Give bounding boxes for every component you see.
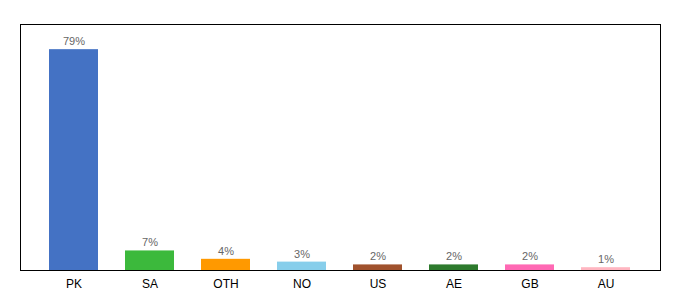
svg-text:AU: AU — [598, 277, 615, 291]
svg-text:2%: 2% — [446, 250, 462, 262]
svg-text:OTH: OTH — [213, 277, 238, 291]
svg-text:GB: GB — [521, 277, 538, 291]
svg-text:7%: 7% — [142, 236, 158, 248]
svg-text:AE: AE — [446, 277, 462, 291]
svg-text:1%: 1% — [598, 253, 614, 265]
svg-text:SA: SA — [142, 277, 158, 291]
svg-text:PK: PK — [66, 277, 82, 291]
svg-text:2%: 2% — [522, 250, 538, 262]
svg-text:79%: 79% — [63, 35, 85, 47]
svg-text:2%: 2% — [370, 250, 386, 262]
svg-text:3%: 3% — [294, 248, 310, 260]
svg-text:NO: NO — [293, 277, 311, 291]
svg-text:4%: 4% — [218, 245, 234, 257]
svg-text:US: US — [370, 277, 387, 291]
